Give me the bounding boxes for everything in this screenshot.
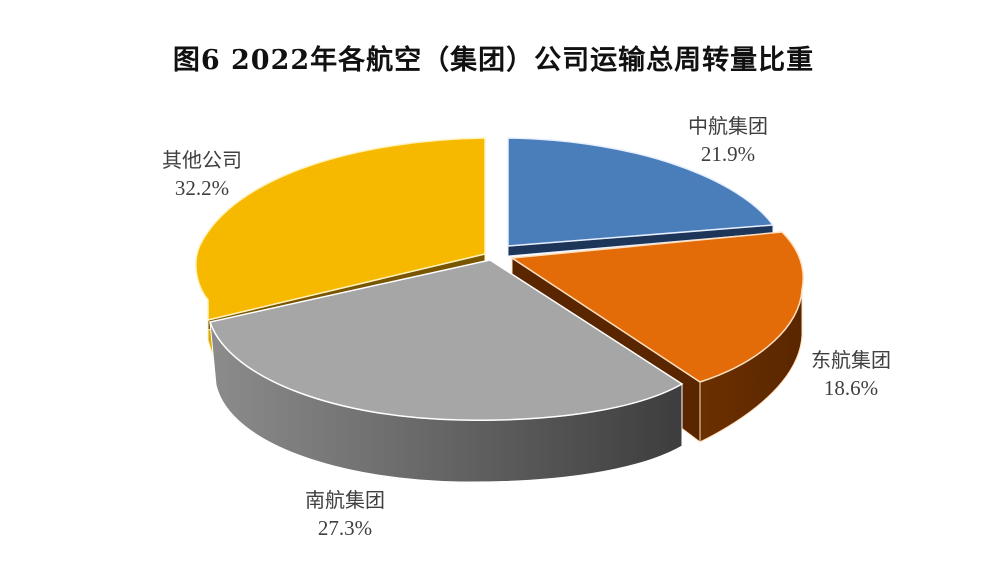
label-name: 南航集团 (305, 488, 385, 512)
label-pct: 27.3% (317, 516, 373, 540)
label-china-eastern: 东航集团 18.6% (796, 346, 906, 402)
slice-air-china (507, 137, 775, 257)
label-china-southern: 南航集团 27.3% (285, 486, 405, 542)
slice-china-southern (209, 259, 684, 483)
chart-title: 图6 2022年各航空（集团）公司运输总周转量比重 (172, 45, 815, 76)
label-name: 其他公司 (162, 148, 242, 172)
label-pct: 21.9% (700, 142, 756, 166)
label-name: 东航集团 (811, 348, 891, 372)
label-name: 中航集团 (688, 114, 768, 138)
label-air-china: 中航集团 21.9% (668, 112, 788, 168)
label-pct: 32.2% (174, 176, 230, 200)
label-pct: 18.6% (823, 376, 879, 400)
label-other: 其他公司 32.2% (142, 146, 262, 202)
